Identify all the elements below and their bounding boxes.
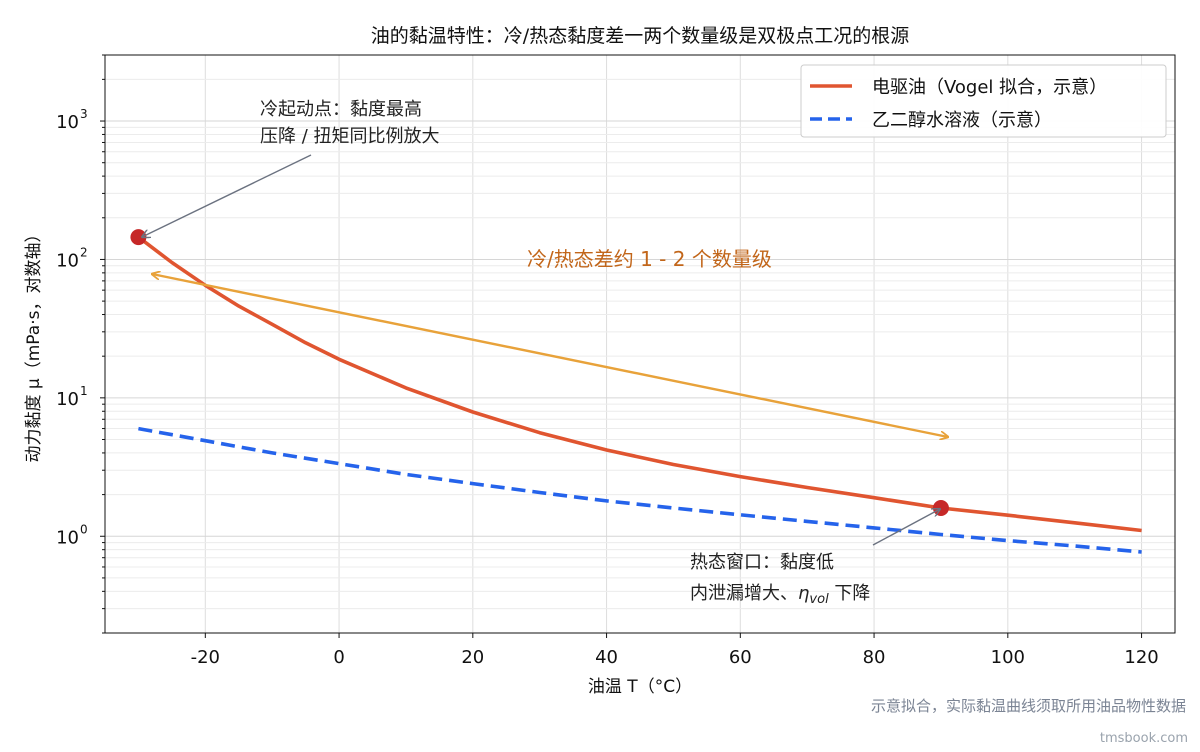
cold-start-point [130, 229, 147, 246]
hot-line2-suffix: 下降 [829, 583, 871, 604]
x-tick-label: -20 [191, 647, 220, 668]
y-tick-label: 10 [56, 112, 79, 133]
hot-window-point [932, 500, 949, 517]
y-tick-exponent: 1 [80, 384, 88, 398]
y-tick-exponent: 3 [80, 107, 88, 121]
series-layer [130, 229, 1142, 554]
x-tick-label: 40 [595, 647, 618, 668]
x-tick-label: 60 [729, 647, 752, 668]
x-axis-label: 油温 T（°C） [588, 677, 692, 697]
y-tick-exponent: 0 [80, 522, 88, 536]
legend-box [800, 64, 1167, 138]
legend-label-oil: 电驱油（Vogel 拟合，示意） [872, 77, 1107, 98]
series-line-glycol [138, 426, 1142, 554]
hot-annotation-line2: 内泄漏增大、ηvol 下降 [690, 583, 870, 607]
watermark: tmsbook.com [1100, 731, 1188, 746]
y-tick-label: 10 [56, 389, 79, 410]
x-tick-label: 120 [1124, 647, 1158, 668]
range-arrow [152, 274, 948, 437]
cold-annotation-line2: 压降 / 扭矩同比例放大 [260, 126, 440, 147]
plot-area [104, 54, 1176, 634]
cold-annotation-arrow [142, 154, 312, 237]
y-tick-label: 10 [56, 527, 79, 548]
eta-subscript: vol [809, 592, 829, 607]
y-tick-exponent: 2 [80, 245, 88, 259]
range-label: 冷/热态差约 1 - 2 个数量级 [527, 247, 772, 271]
hot-annotation-line1: 热态窗口：黏度低 [690, 552, 834, 573]
legend: 电驱油（Vogel 拟合，示意） 乙二醇水溶液（示意） [800, 64, 1167, 138]
chart-title: 油的黏温特性：冷/热态黏度差一两个数量级是双极点工况的根源 [371, 25, 909, 47]
cold-annotation-line1: 冷起动点：黏度最高 [260, 99, 422, 120]
x-tick-label: 80 [863, 647, 886, 668]
footnote: 示意拟合，实际黏温曲线须取所用油品物性数据 [871, 697, 1186, 715]
y-tick-label: 10 [56, 250, 79, 271]
x-tick-label: 20 [461, 647, 484, 668]
x-axis: -20 0 20 40 60 80 100 120 [191, 633, 1159, 668]
y-axis-label: 动力黏度 μ（mPa·s，对数轴） [24, 226, 44, 463]
eta-symbol: η [798, 583, 809, 604]
hot-line2-prefix: 内泄漏增大、 [690, 583, 798, 604]
x-tick-label: 0 [333, 647, 344, 668]
x-tick-label: 100 [991, 647, 1025, 668]
hot-annotation-arrow [872, 509, 940, 546]
legend-label-glycol: 乙二醇水溶液（示意） [872, 110, 1052, 131]
